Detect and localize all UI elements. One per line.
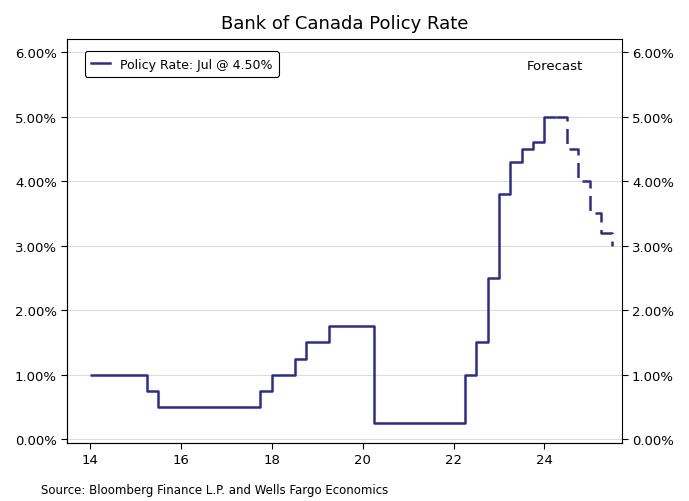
Title: Bank of Canada Policy Rate: Bank of Canada Policy Rate	[220, 15, 469, 33]
Text: Forecast: Forecast	[526, 60, 583, 73]
Text: Source: Bloomberg Finance L.P. and Wells Fargo Economics: Source: Bloomberg Finance L.P. and Wells…	[41, 483, 389, 496]
Legend: Policy Rate: Jul @ 4.50%: Policy Rate: Jul @ 4.50%	[85, 52, 278, 78]
